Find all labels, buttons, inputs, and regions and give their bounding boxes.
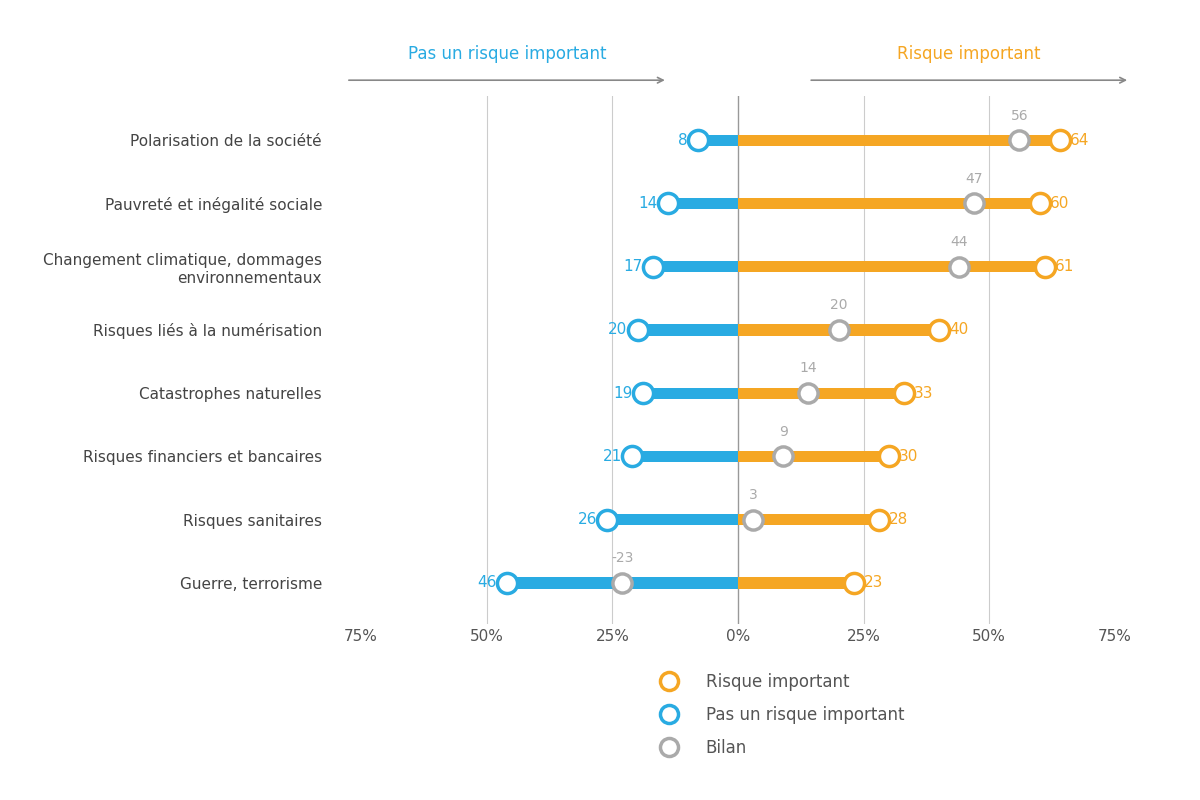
Point — [628, 323, 647, 336]
Bar — [738, 324, 940, 336]
Text: 8: 8 — [678, 133, 688, 148]
Bar — [698, 134, 738, 146]
Text: 56: 56 — [1010, 109, 1028, 122]
Text: 64: 64 — [1069, 133, 1090, 148]
Point — [844, 577, 863, 590]
Text: 14: 14 — [799, 362, 817, 375]
Text: 23: 23 — [864, 575, 883, 590]
Bar — [642, 387, 738, 399]
Text: 40: 40 — [949, 322, 968, 338]
Bar — [607, 514, 738, 526]
Text: 30: 30 — [899, 449, 918, 464]
Point — [949, 260, 968, 273]
Point — [497, 577, 516, 590]
Text: 19: 19 — [613, 386, 632, 401]
Text: -23: -23 — [611, 551, 634, 565]
Bar — [506, 578, 738, 589]
Point — [598, 514, 617, 526]
Text: 44: 44 — [950, 235, 968, 249]
Point — [930, 323, 949, 336]
Text: 3: 3 — [749, 488, 757, 502]
Point — [1010, 134, 1030, 146]
Text: 46: 46 — [478, 575, 497, 590]
Bar — [738, 578, 853, 589]
Text: 9: 9 — [779, 425, 787, 438]
Bar — [738, 387, 904, 399]
Point — [623, 450, 642, 463]
Bar — [632, 450, 738, 462]
Text: 20: 20 — [829, 298, 847, 312]
Bar — [738, 450, 889, 462]
Text: Risque important: Risque important — [898, 45, 1040, 63]
Text: 28: 28 — [889, 512, 908, 527]
Point — [632, 386, 652, 399]
Bar — [738, 134, 1060, 146]
Point — [689, 134, 708, 146]
Text: 60: 60 — [1050, 196, 1069, 211]
Point — [658, 197, 677, 210]
Text: Pas un risque important: Pas un risque important — [408, 45, 606, 63]
Text: 21: 21 — [604, 449, 623, 464]
Point — [613, 577, 632, 590]
Bar — [738, 198, 1039, 209]
Point — [774, 450, 793, 463]
Point — [965, 197, 984, 210]
Text: 33: 33 — [914, 386, 934, 401]
Point — [869, 514, 888, 526]
Bar — [637, 324, 738, 336]
Point — [1050, 134, 1069, 146]
Point — [894, 386, 913, 399]
Point — [643, 260, 662, 273]
Text: 20: 20 — [608, 322, 628, 338]
Point — [829, 323, 848, 336]
Bar — [653, 261, 738, 273]
Bar — [738, 261, 1044, 273]
Point — [1030, 197, 1049, 210]
Point — [799, 386, 818, 399]
Point — [880, 450, 899, 463]
Text: 61: 61 — [1055, 259, 1074, 274]
Point — [744, 514, 763, 526]
Point — [1034, 260, 1054, 273]
Text: 14: 14 — [638, 196, 658, 211]
Text: 47: 47 — [966, 172, 983, 186]
Text: 26: 26 — [578, 512, 598, 527]
Legend: Risque important, Pas un risque important, Bilan: Risque important, Pas un risque importan… — [646, 666, 911, 763]
Text: 17: 17 — [623, 259, 642, 274]
Bar — [738, 514, 878, 526]
Bar — [667, 198, 738, 209]
